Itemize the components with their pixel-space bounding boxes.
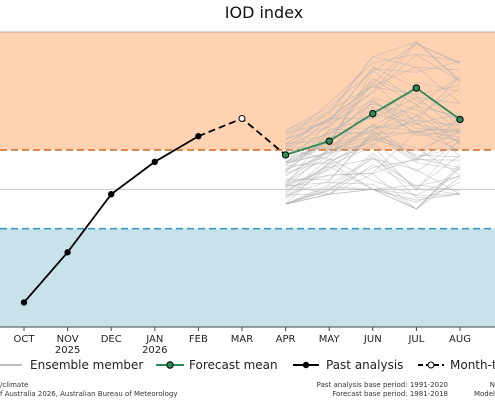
ensemble-member-line: [285, 188, 461, 205]
ensemble-member-line: [285, 43, 461, 131]
x-tick-label: MAY: [319, 334, 341, 345]
legend-mtd-marker: [427, 361, 435, 369]
series-points: [20, 84, 464, 306]
x-tick-label: JUN: [363, 334, 382, 345]
ensemble-member-line: [285, 136, 461, 176]
x-tick-label: AUG: [449, 334, 471, 345]
legend-mtd-label: Month-to: [450, 358, 495, 372]
footer-right-2: Forecast base period: 1981-2018: [332, 390, 448, 398]
footer-right-1: Past analysis base period: 1991-2020: [317, 381, 448, 389]
legend-past-label: Past analysis: [326, 358, 403, 372]
ensemble-member-line: [285, 41, 461, 131]
x-tick-label: MAR: [231, 334, 253, 345]
ensemble-member-line: [285, 84, 461, 145]
footer-left-1: /climate: [0, 381, 28, 389]
past-analysis-point: [108, 191, 115, 198]
ensemble-member-line: [285, 157, 461, 199]
past-analysis-point: [195, 133, 202, 140]
ensemble-member-line: [285, 104, 461, 160]
legend-ensemble-label: Ensemble member: [30, 358, 143, 372]
negative-region: [0, 228, 495, 327]
x-tick-year-label: 2026: [142, 345, 167, 356]
ensemble-member-line: [285, 137, 461, 205]
ensemble-member-line: [285, 120, 461, 156]
ensemble-member-line: [285, 119, 461, 185]
ensemble-member-line: [285, 85, 461, 170]
ensemble-member-line: [285, 182, 461, 205]
ensemble-member-line: [285, 97, 461, 166]
past-analysis-point: [20, 299, 28, 306]
ensemble-member-line: [285, 99, 461, 164]
ensemble-member-line: [285, 103, 461, 172]
plot-background: [0, 31, 495, 328]
footer-left-2: f Australia 2026, Australian Bureau of M…: [0, 390, 177, 398]
past-analysis-point: [151, 158, 158, 165]
ensemble-member-line: [285, 152, 461, 205]
forecast-mean-point: [369, 109, 377, 118]
x-tick-label: NOV: [57, 334, 79, 345]
ensemble-member-line: [285, 106, 461, 177]
x-tick-label: DEC: [101, 334, 122, 345]
ensemble-member-line: [285, 130, 461, 196]
legend-past-marker: [302, 361, 310, 369]
ensemble-member-line: [285, 81, 461, 144]
ensemble-member-line: [285, 138, 461, 193]
ensemble-members: [285, 41, 461, 210]
ensemble-member-line: [285, 159, 461, 205]
x-tick-label: FEB: [189, 334, 208, 345]
footer-far-right-1: N: [490, 381, 495, 389]
chart-title: IOD index: [225, 3, 304, 22]
legend-forecast-label: Forecast mean: [189, 358, 278, 372]
month-to-date-point: [238, 115, 246, 123]
ensemble-member-line: [285, 81, 461, 164]
past-analysis-point: [64, 249, 71, 256]
forecast-mean-point: [325, 137, 333, 145]
ensemble-member-line: [285, 140, 461, 188]
ensemble-member-line: [285, 131, 461, 182]
ensemble-member-line: [285, 130, 461, 189]
x-tick-year-label: 2025: [55, 345, 80, 356]
x-tick-label: JAN: [145, 334, 163, 345]
legend-forecast-marker: [166, 361, 174, 369]
legend: Ensemble member Forecast mean Past analy…: [0, 358, 495, 372]
forecast-mean-point: [456, 115, 464, 124]
x-tick-label: JUL: [407, 334, 424, 345]
ensemble-member-line: [285, 123, 461, 183]
forecast-mean-point: [281, 151, 290, 159]
x-tick-label: OCT: [14, 334, 36, 345]
ensemble-member-line: [285, 76, 461, 147]
footer-far-right-2: Model: [474, 390, 495, 398]
ensemble-member-line: [285, 61, 461, 134]
footer: /climate f Australia 2026, Australian Bu…: [0, 381, 495, 398]
forecast-mean-point: [412, 84, 421, 92]
x-tick-label: APR: [276, 334, 296, 345]
